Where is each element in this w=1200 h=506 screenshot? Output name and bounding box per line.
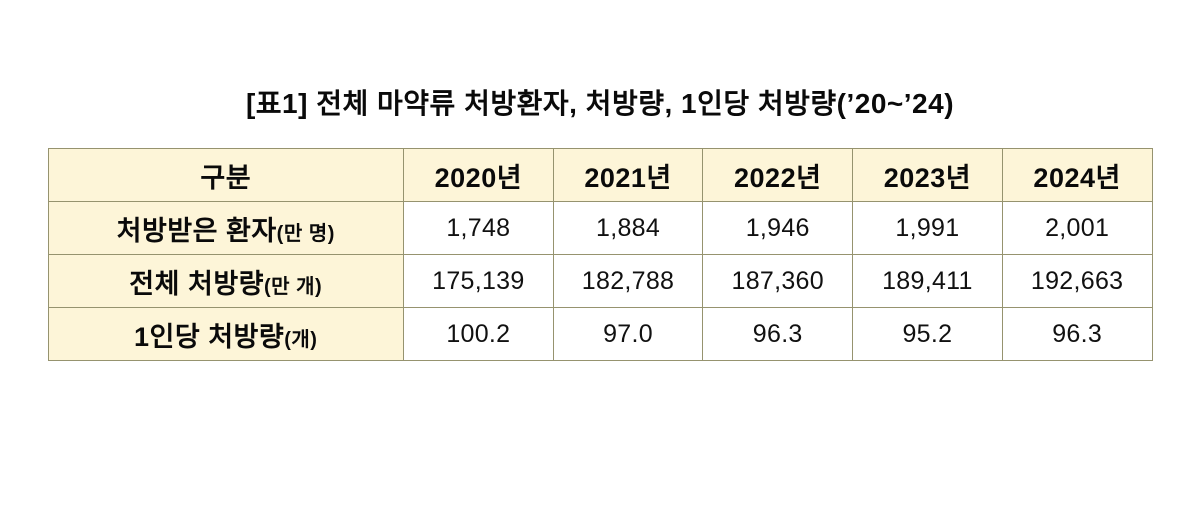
cell-perperson-2023: 95.2 <box>852 307 1003 361</box>
cell-total-2022: 187,360 <box>702 254 854 308</box>
cell-total-2021: 182,788 <box>552 254 704 308</box>
table-title: [표1] 전체 마약류 처방환자, 처방량, 1인당 처방량(’20~’24) <box>245 88 955 119</box>
cell-perperson-2020: 100.2 <box>403 307 554 361</box>
row-label-text: 처방받은 환자 <box>116 215 277 246</box>
cell-patients-2021: 1,884 <box>552 201 704 255</box>
cell-patients-2020: 1,748 <box>403 201 554 255</box>
prescription-data-table: 구분 2020년 2021년 2022년 2023년 2024년 처방받은 환자… <box>47 148 1153 361</box>
row-label-text: 1인당 처방량 <box>134 321 285 352</box>
table-row-total-prescriptions: 전체 처방량(만 개) 175,139 182,788 187,360 189,… <box>47 254 1153 308</box>
cell-perperson-2022: 96.3 <box>702 307 854 361</box>
cell-patients-2024: 2,001 <box>1001 201 1153 255</box>
row-label-patients: 처방받은 환자(만 명) <box>47 201 404 255</box>
cell-total-2020: 175,139 <box>403 254 554 308</box>
column-header-2024: 2024년 <box>1001 148 1153 202</box>
row-label-unit: (만 개) <box>264 275 323 298</box>
cell-perperson-2021: 97.0 <box>552 307 704 361</box>
cell-total-2023: 189,411 <box>852 254 1003 308</box>
cell-total-2024: 192,663 <box>1001 254 1153 308</box>
column-header-category: 구분 <box>47 148 404 202</box>
row-label-total-prescriptions: 전체 처방량(만 개) <box>47 254 404 308</box>
row-label-text: 전체 처방량 <box>129 268 264 299</box>
row-label-unit: (개) <box>284 328 318 351</box>
row-label-unit: (만 명) <box>276 222 335 245</box>
table-header-row: 구분 2020년 2021년 2022년 2023년 2024년 <box>47 148 1153 202</box>
cell-patients-2023: 1,991 <box>852 201 1003 255</box>
cell-perperson-2024: 96.3 <box>1001 307 1153 361</box>
cell-patients-2022: 1,946 <box>702 201 854 255</box>
table-row-patients: 처방받은 환자(만 명) 1,748 1,884 1,946 1,991 2,0… <box>47 201 1153 255</box>
column-header-2021: 2021년 <box>552 148 704 202</box>
column-header-2020: 2020년 <box>403 148 554 202</box>
column-header-2022: 2022년 <box>702 148 854 202</box>
table-row-per-person: 1인당 처방량(개) 100.2 97.0 96.3 95.2 96.3 <box>47 307 1153 361</box>
column-header-2023: 2023년 <box>852 148 1003 202</box>
row-label-per-person: 1인당 처방량(개) <box>47 307 404 361</box>
